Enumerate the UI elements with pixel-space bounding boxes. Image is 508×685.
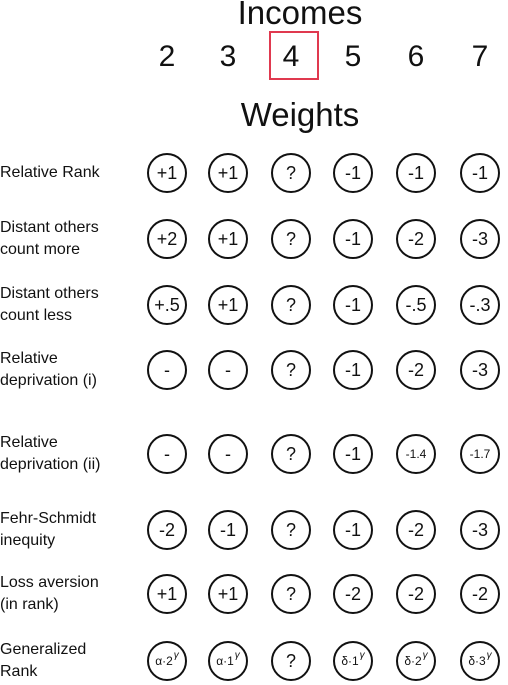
income-3: 3 (219, 40, 237, 73)
row-label: Loss aversion (in rank) (0, 572, 130, 616)
row-label-line: Rank (0, 663, 38, 680)
weight-circle: -.5 (396, 285, 436, 325)
weight-circle: ? (271, 219, 311, 259)
row-label-line: Distant others (0, 285, 99, 302)
weight-circle: +2 (147, 219, 187, 259)
weight-circle: -3 (460, 510, 500, 550)
row-label-line: (in rank) (0, 596, 59, 613)
weight-circle: -1 (333, 510, 373, 550)
weight-exponent: γ (486, 649, 492, 661)
weight-circle: ? (271, 641, 311, 681)
row-label: Fehr-Schmidt inequity (0, 508, 130, 552)
weight-circle: δ·1 γ (333, 641, 373, 681)
weight-circle: - (208, 434, 248, 474)
weight-circle: -1 (333, 434, 373, 474)
weight-circle: -1 (333, 350, 373, 390)
weight-circle: -2 (396, 510, 436, 550)
row-label-line: deprivation (ii) (0, 456, 101, 473)
weight-base: δ·3 (468, 654, 486, 668)
weight-exponent: γ (234, 649, 240, 661)
row-label-line: Fehr-Schmidt (0, 510, 97, 527)
weight-exponent: γ (173, 649, 179, 661)
weight-circle: -1 (333, 219, 373, 259)
weight-exponent: γ (422, 649, 428, 661)
weight-base: δ·1 (341, 654, 359, 668)
weight-circle: -2 (396, 574, 436, 614)
weight-circle: -2 (396, 219, 436, 259)
row-label: Generalized Rank (0, 639, 130, 683)
weight-circle: +1 (208, 153, 248, 193)
weights-title: Weights (240, 96, 360, 133)
row-label-line: Loss aversion (0, 574, 99, 591)
weight-circle: -1 (460, 153, 500, 193)
income-5: 5 (344, 40, 362, 73)
weight-circle: -2 (396, 350, 436, 390)
income-7: 7 (471, 40, 489, 73)
row-label-line: Relative Rank (0, 164, 100, 181)
row-label: Distant others count less (0, 283, 130, 327)
weight-circle: - (208, 350, 248, 390)
weight-circle: α·2 γ (147, 641, 187, 681)
weight-circle: ? (271, 350, 311, 390)
row-label-line: count less (0, 307, 73, 324)
weight-circle: α·1 γ (208, 641, 248, 681)
weight-circle: ? (271, 285, 311, 325)
weight-circle: -.3 (460, 285, 500, 325)
weight-circle: δ·3 γ (460, 641, 500, 681)
weight-circle: - (147, 350, 187, 390)
income-4: 4 (282, 40, 300, 73)
row-label-line: deprivation (i) (0, 372, 97, 389)
row-label-line: count more (0, 241, 81, 258)
weight-circle: +1 (147, 153, 187, 193)
weight-circle: -1.7 (460, 434, 500, 474)
row-label: Distant others count more (0, 217, 130, 261)
weight-circle: -1.4 (396, 434, 436, 474)
weight-circle: +.5 (147, 285, 187, 325)
row-label-line: Relative (0, 434, 58, 451)
row-label-line: Relative (0, 350, 58, 367)
weight-exponent: γ (359, 649, 365, 661)
weight-circle: ? (271, 434, 311, 474)
row-label-line: Generalized (0, 641, 87, 658)
weight-circle: -1 (396, 153, 436, 193)
weight-base: α·1 (216, 654, 234, 668)
weight-base: δ·2 (404, 654, 422, 668)
weight-circle: -2 (460, 574, 500, 614)
row-label: Relative deprivation (ii) (0, 432, 130, 476)
weight-circle: ? (271, 510, 311, 550)
row-label-line: inequity (0, 532, 56, 549)
weight-circle: -2 (147, 510, 187, 550)
weight-circle: ? (271, 574, 311, 614)
weight-circle: ? (271, 153, 311, 193)
weight-base: α·2 (155, 654, 173, 668)
weight-circle: +1 (147, 574, 187, 614)
weight-circle: -3 (460, 350, 500, 390)
income-6: 6 (407, 40, 425, 73)
weight-circle: δ·2 γ (396, 641, 436, 681)
weight-circle: +1 (208, 219, 248, 259)
row-label-line: Distant others (0, 219, 99, 236)
income-2: 2 (158, 40, 176, 73)
weight-circle: -2 (333, 574, 373, 614)
weight-circle: +1 (208, 574, 248, 614)
weight-circle: -3 (460, 219, 500, 259)
weight-circle: -1 (208, 510, 248, 550)
weight-circle: - (147, 434, 187, 474)
row-label: Relative deprivation (i) (0, 348, 130, 392)
row-label: Relative Rank (0, 162, 130, 184)
incomes-title: Incomes (237, 0, 363, 31)
weight-circle: -1 (333, 153, 373, 193)
weight-circle: +1 (208, 285, 248, 325)
weight-circle: -1 (333, 285, 373, 325)
highlighted-income-box (269, 31, 319, 80)
